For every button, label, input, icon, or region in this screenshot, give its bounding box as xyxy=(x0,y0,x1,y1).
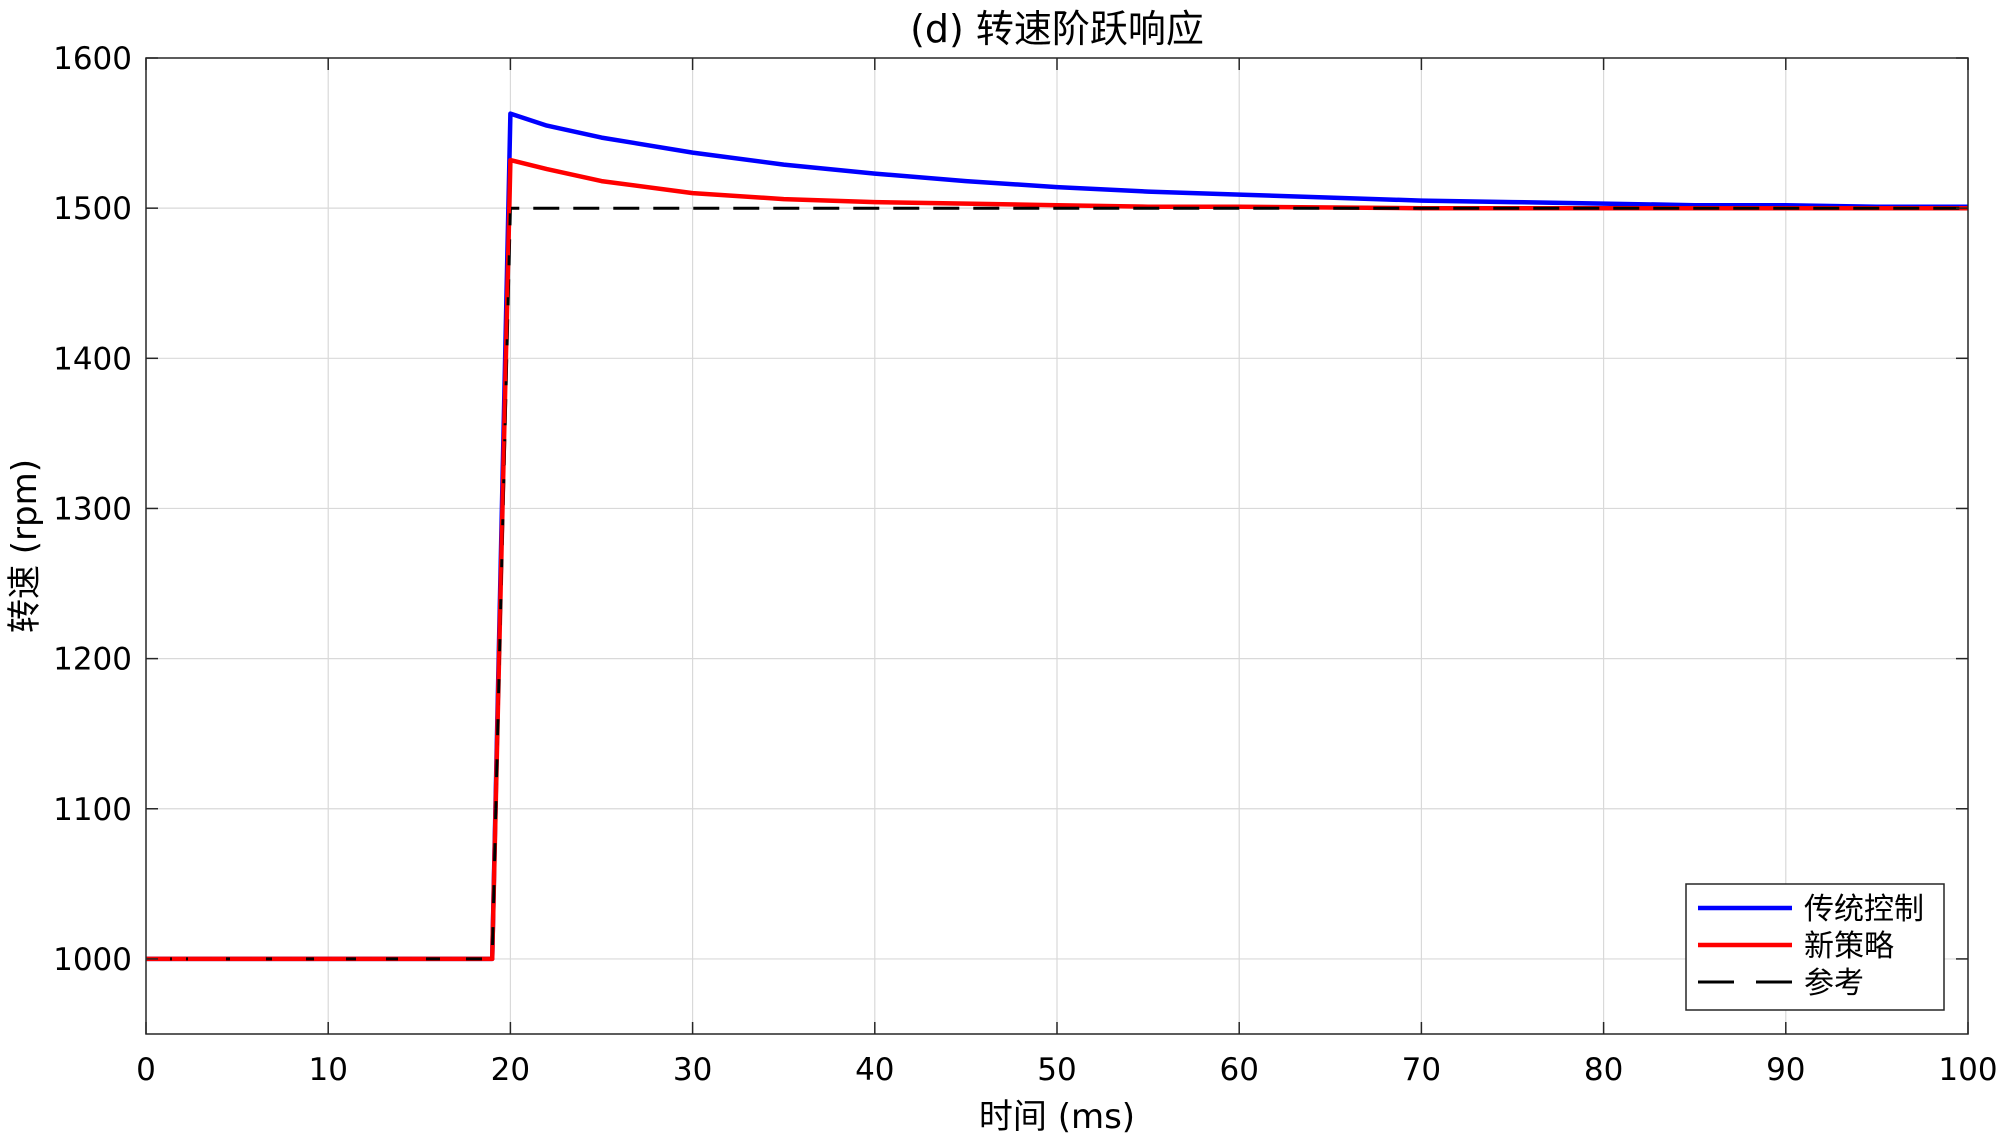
legend-label: 参考 xyxy=(1804,966,1864,1001)
y-tick-label: 1200 xyxy=(53,642,132,678)
y-axis-title: 转速 (rpm) xyxy=(5,459,45,633)
grid xyxy=(146,58,1968,1034)
y-axis: 1000 1100 1200 1300 1400 1500 1600 xyxy=(53,41,1968,978)
legend-label: 传统控制 xyxy=(1804,892,1924,927)
series-line xyxy=(146,111,1968,962)
x-tick-label: 50 xyxy=(1037,1052,1076,1088)
y-tick-label: 1500 xyxy=(53,191,132,227)
x-tick-label: 70 xyxy=(1402,1052,1441,1088)
x-tick-label: 60 xyxy=(1219,1052,1258,1088)
x-tick-label: 20 xyxy=(491,1052,530,1088)
x-tick-label: 100 xyxy=(1938,1052,1997,1088)
y-tick-label: 1400 xyxy=(53,341,132,377)
x-tick-label: 0 xyxy=(136,1052,156,1088)
x-tick-label: 90 xyxy=(1766,1052,1805,1088)
x-tick-label: 40 xyxy=(855,1052,894,1088)
x-tick-label: 30 xyxy=(673,1052,712,1088)
y-tick-label: 1300 xyxy=(53,491,132,527)
series-overlay-line xyxy=(146,160,513,961)
series-lines xyxy=(146,111,1968,962)
x-axis: 0 10 20 30 40 50 60 70 80 90 100 xyxy=(136,58,1998,1088)
legend-label: 新策略 xyxy=(1804,929,1894,964)
y-tick-label: 1600 xyxy=(53,41,132,77)
x-tick-label: 10 xyxy=(308,1052,347,1088)
y-tick-label: 1100 xyxy=(53,792,132,828)
chart-title: (d) 转速阶跃响应 xyxy=(910,7,1204,51)
x-axis-title: 时间 (ms) xyxy=(979,1097,1135,1137)
y-tick-label: 1000 xyxy=(53,942,132,978)
x-tick-label: 80 xyxy=(1584,1052,1623,1088)
